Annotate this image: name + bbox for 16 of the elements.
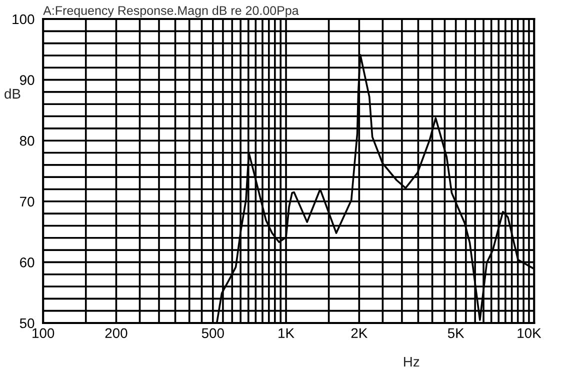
y-tick-label: 50 xyxy=(20,318,34,328)
y-tick-label: 80 xyxy=(20,136,34,146)
x-tick-label: 100 xyxy=(32,328,54,338)
x-tick-label: 1K xyxy=(278,328,294,338)
x-axis-title: Hz xyxy=(404,356,420,367)
x-tick-label: 5K xyxy=(448,328,464,338)
y-tick-label: 90 xyxy=(20,75,34,85)
y-tick-label: 100 xyxy=(12,14,34,24)
y-tick-label: 60 xyxy=(20,258,34,268)
x-tick-label: 200 xyxy=(105,328,128,338)
x-tick-label: 500 xyxy=(202,328,224,338)
chart-title: A:Frequency Response.Magn dB re 20.00Ppa xyxy=(43,6,299,18)
x-tick-label: 2K xyxy=(351,328,368,338)
x-tick-label: 10K xyxy=(518,328,542,338)
y-tick-label: 70 xyxy=(20,196,34,207)
y-axis-title: dB xyxy=(4,88,20,99)
